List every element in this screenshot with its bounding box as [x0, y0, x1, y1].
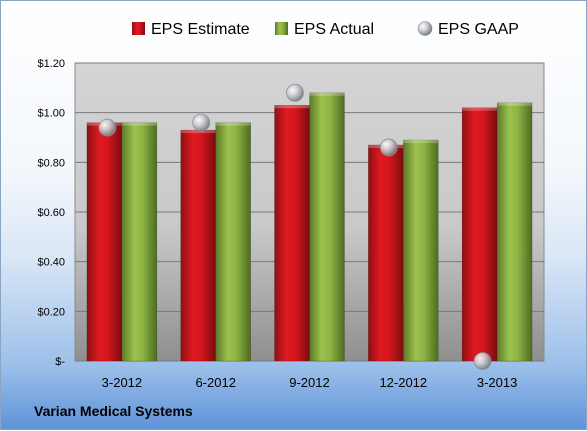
gaap-point: [473, 352, 492, 370]
gaap-point: [98, 118, 117, 137]
company-name: Varian Medical Systems: [34, 403, 193, 419]
x-tick-label: 12-2012: [379, 375, 427, 390]
legend-swatch-actual: [275, 22, 288, 35]
x-tick-label: 6-2012: [195, 375, 235, 390]
estimate-bar: [86, 122, 123, 362]
estimate-bar-top: [180, 130, 216, 134]
x-tick-label: 9-2012: [289, 375, 329, 390]
estimate-bar-top: [462, 107, 498, 111]
actual-bar-top: [309, 92, 345, 96]
x-tick-label: 3-2012: [102, 375, 142, 390]
actual-bar-top: [403, 139, 439, 143]
actual-bar: [309, 92, 345, 362]
legend-swatch-estimate: [132, 22, 145, 35]
y-tick-label: $0.40: [37, 257, 65, 269]
actual-bar: [121, 122, 158, 362]
estimate-bar-top: [274, 105, 310, 109]
legend-label: EPS Actual: [294, 21, 374, 38]
y-tick-label: $1.00: [37, 108, 65, 120]
gaap-point: [379, 138, 398, 157]
estimate-bar: [274, 104, 310, 362]
actual-bar: [403, 139, 439, 362]
gaap-point: [286, 83, 304, 102]
actual-bar: [215, 122, 251, 362]
gaap-point: [192, 113, 211, 132]
y-tick-label: $0.60: [37, 207, 65, 219]
estimate-bar: [368, 144, 404, 362]
estimate-bar: [461, 107, 498, 362]
y-tick-label: $0.20: [37, 306, 65, 318]
actual-bar-top: [121, 122, 157, 126]
actual-bar: [496, 102, 533, 362]
estimate-bar: [180, 129, 216, 362]
legend-label: EPS GAAP: [438, 21, 519, 38]
legend-swatch-gaap: [417, 21, 433, 36]
y-tick-label: $-: [55, 356, 65, 368]
y-tick-label: $0.80: [37, 157, 65, 169]
actual-bar-top: [497, 102, 533, 106]
x-tick-label: 3-2013: [477, 375, 517, 390]
y-tick-label: $1.20: [37, 58, 65, 70]
actual-bar-top: [215, 122, 251, 126]
legend-label: EPS Estimate: [151, 21, 250, 38]
